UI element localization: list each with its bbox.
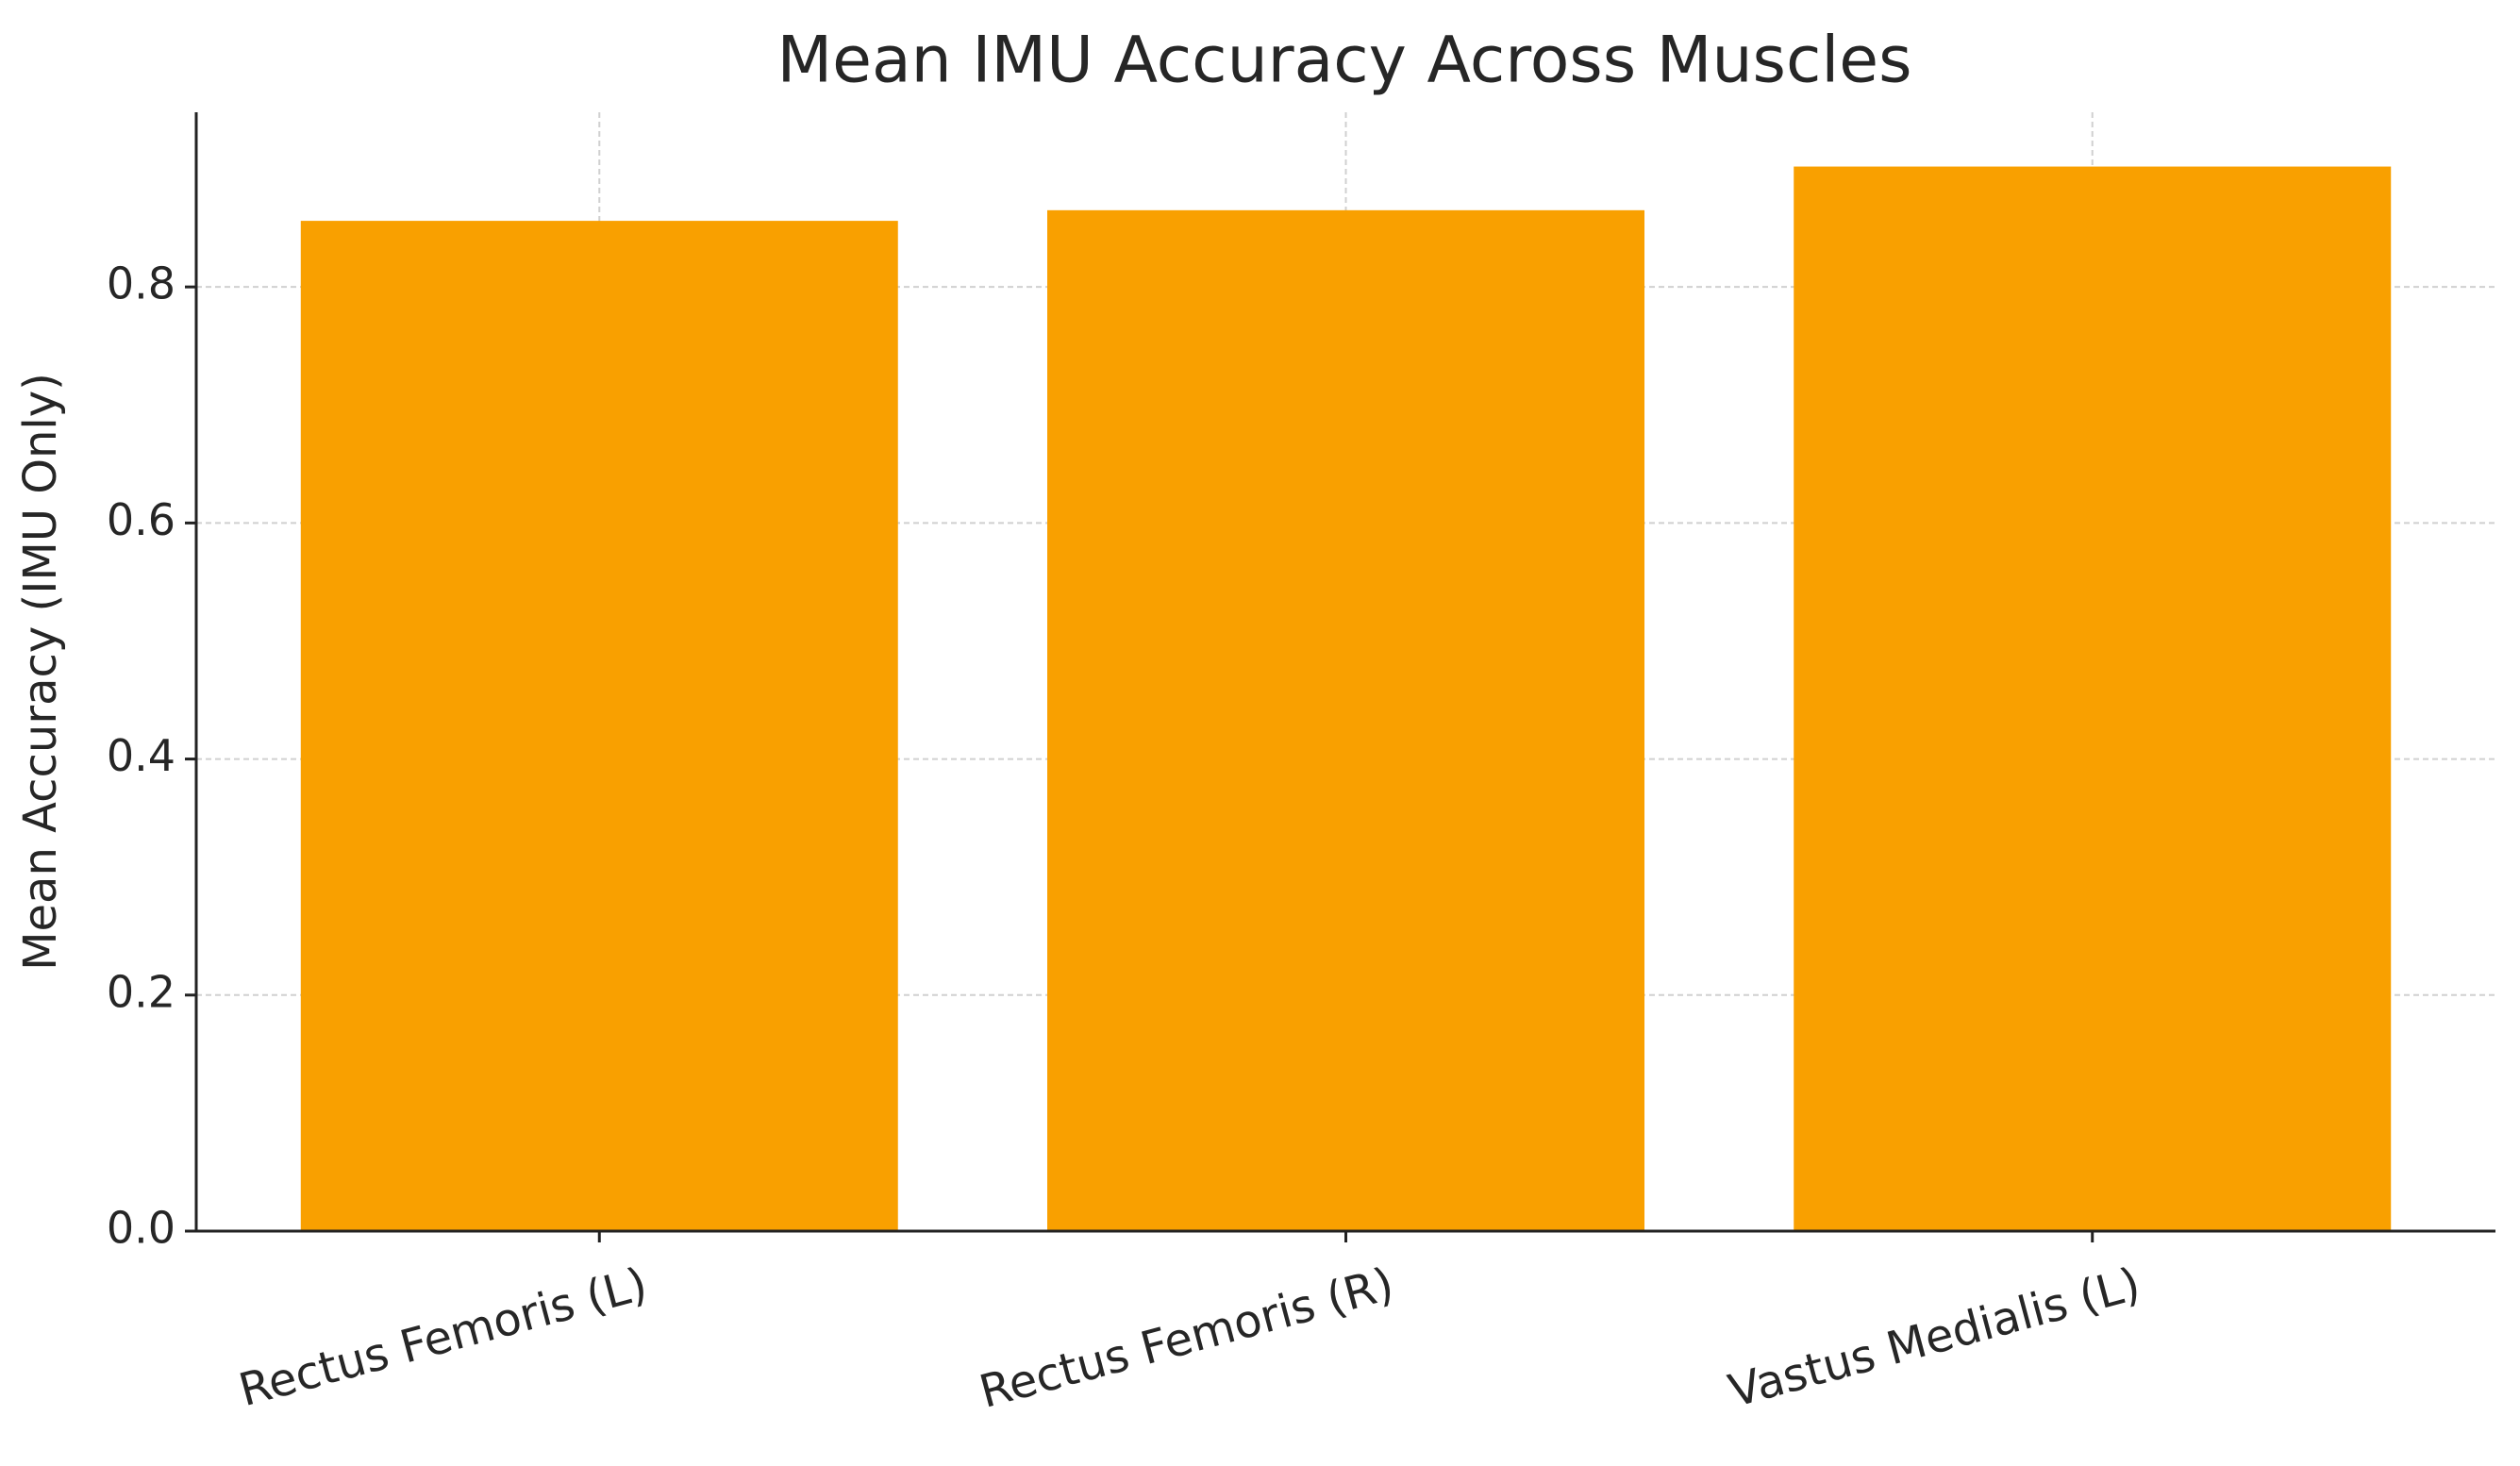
y-tick-label: 0.0 (107, 1203, 175, 1254)
bar (1794, 166, 2392, 1231)
y-tick-label: 0.6 (107, 494, 175, 545)
y-tick-label: 0.8 (107, 258, 175, 309)
y-tick-label: 0.2 (107, 966, 175, 1017)
chart-title: Mean IMU Accuracy Across Muscles (776, 24, 1911, 98)
x-tick-label: Rectus Femoris (L) (234, 1258, 653, 1417)
y-tick-label: 0.4 (107, 730, 175, 781)
bar (1047, 209, 1644, 1232)
y-axis-label: Mean Accuracy (IMU Only) (14, 373, 67, 971)
x-tick-label: Rectus Femoris (R) (974, 1258, 1399, 1419)
x-tick-label: Vastus Medialis (L) (1724, 1258, 2146, 1418)
bar (300, 221, 898, 1231)
